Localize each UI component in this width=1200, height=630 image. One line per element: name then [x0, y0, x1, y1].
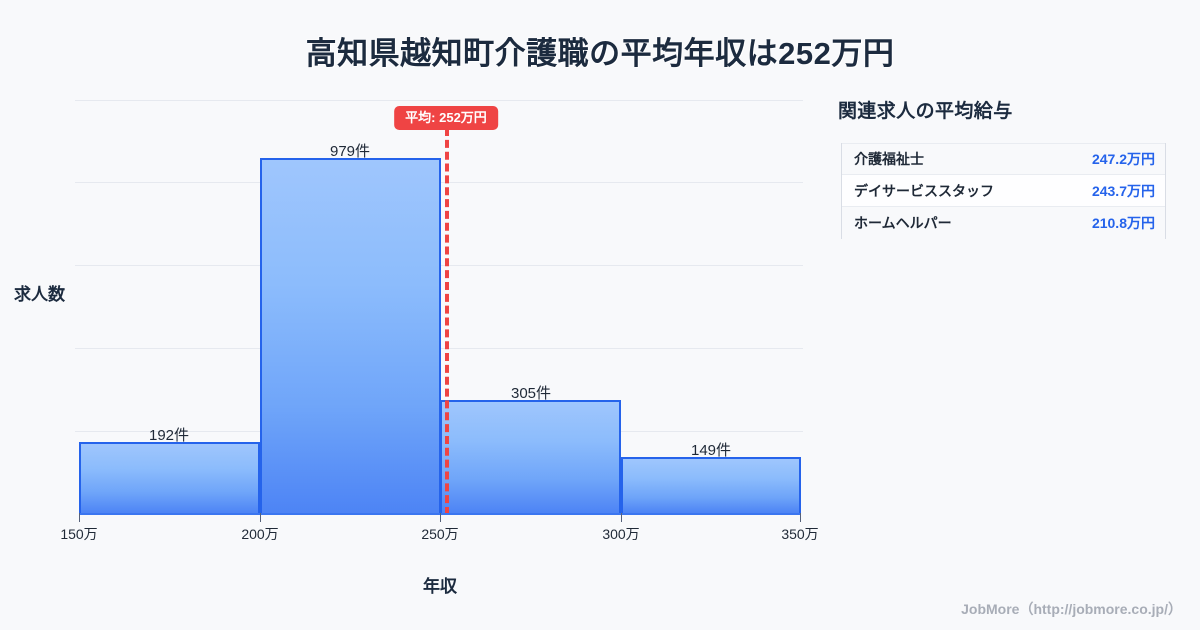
x-tick-mark — [260, 513, 261, 522]
salary-row-value: 247.2万円 — [1091, 151, 1155, 167]
histogram-chart: 求人数 192件 979件 305件 149件 平均: 252万円 150万 2… — [14, 100, 819, 596]
table-row[interactable]: 介護福祉士 247.2万円 — [842, 143, 1165, 175]
x-tick-label-4: 300万 — [602, 526, 640, 542]
plot-area — [75, 100, 803, 515]
table-row[interactable]: ホームヘルパー 210.8万円 — [842, 207, 1165, 239]
x-tick-label-2: 200万 — [241, 526, 279, 542]
salary-row-value: 210.8万円 — [1091, 215, 1155, 231]
salary-row-name: デイサービススタッフ — [854, 182, 994, 199]
x-axis-line — [79, 513, 800, 515]
bar-value-label-3: 305件 — [510, 385, 552, 402]
x-axis-title: 年収 — [423, 577, 457, 596]
x-tick-label-1: 150万 — [60, 526, 98, 542]
x-tick-label-3: 250万 — [421, 526, 459, 542]
salary-row-value: 243.7万円 — [1091, 182, 1155, 199]
page-title: 高知県越知町介護職の平均年収は252万円 — [305, 36, 895, 71]
related-salary-heading: 関連求人の平均給与 — [838, 101, 1013, 122]
bar-value-label-2: 979件 — [329, 143, 371, 160]
bar-bin-1[interactable] — [79, 442, 260, 515]
x-tick-label-5: 350万 — [781, 526, 819, 542]
salary-row-name: 介護福祉士 — [854, 151, 924, 167]
y-axis-title: 求人数 — [14, 285, 65, 304]
average-marker-line — [445, 128, 449, 515]
bar-bin-3[interactable] — [440, 400, 621, 515]
related-salary-table: 介護福祉士 247.2万円 デイサービススタッフ 243.7万円 ホームヘルパー… — [841, 143, 1166, 239]
x-tick-mark — [79, 513, 80, 522]
footer-credit: JobMore（http://jobmore.co.jp/） — [961, 601, 1182, 617]
gridline — [75, 100, 803, 101]
x-tick-mark — [440, 513, 441, 522]
average-badge: 平均: 252万円 — [394, 106, 498, 130]
x-tick-mark — [800, 513, 801, 522]
x-tick-mark — [621, 513, 622, 522]
bar-value-label-1: 192件 — [148, 427, 190, 444]
bar-bin-4[interactable] — [621, 457, 801, 515]
table-row[interactable]: デイサービススタッフ 243.7万円 — [842, 175, 1165, 207]
salary-row-name: ホームヘルパー — [854, 215, 952, 231]
related-salary-panel: 関連求人の平均給与 介護福祉士 247.2万円 デイサービススタッフ 243.7… — [838, 96, 1178, 239]
bar-bin-2[interactable] — [260, 158, 441, 515]
bar-value-label-4: 149件 — [690, 442, 732, 459]
